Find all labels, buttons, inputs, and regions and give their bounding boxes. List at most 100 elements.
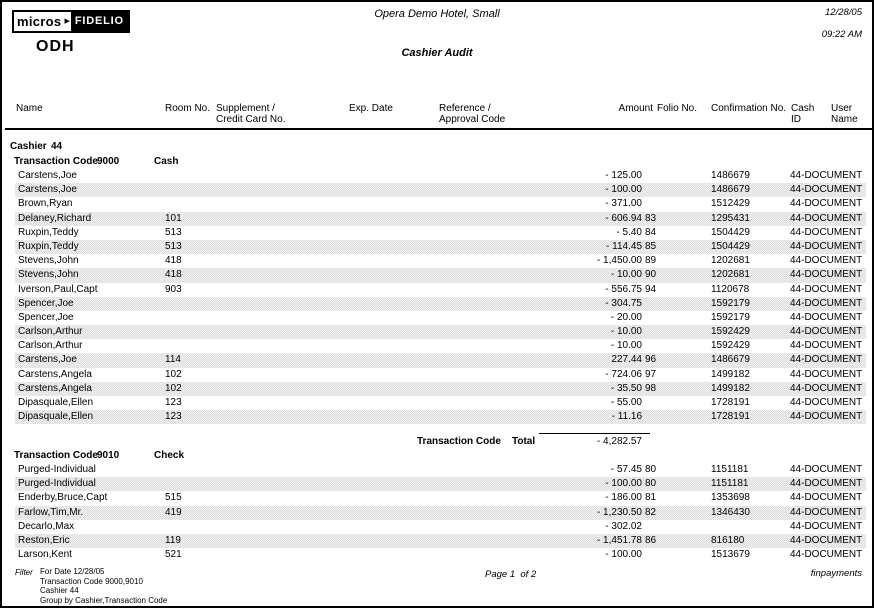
row-confirmation: 1504429 [711,240,750,252]
row-room: 418 [165,269,182,281]
section-0-code-label: Transaction Code [14,156,98,167]
row-folio: 83 [645,212,657,224]
micros-fidelio-logo: micros ▶ FIDELIO [12,10,130,33]
row-cash-user: 44-DOCUMENT [790,212,863,224]
logo-fidelio-text: FIDELIO [70,12,128,31]
row-amount: - 302.02 [605,520,642,532]
table-row: Carlson,Arthur - 10.00 1592429 44-DOCUMENT [15,339,866,353]
table-row: Carstens,Angela 102 - 724.06 97 1499182 44-DO… [15,368,866,382]
table-row: Ruxpin,Teddy 513 - 5.40 84 1504429 44-DOCUMEN… [15,226,866,240]
row-name: Stevens,John [18,269,79,281]
col-header-confirmation: Confirmation No. [711,103,787,114]
row-cash-user: 44-DOCUMENT [790,492,863,504]
table-row: Iverson,Paul,Capt 903 - 556.75 94 1120678 44-… [15,283,866,297]
col-header-cash-2: ID [791,114,801,125]
row-name: Enderby,Bruce,Capt [18,492,108,504]
table-row: Farlow,Tim,Mr. 419 - 1,230.50 82 1346430 44-D… [15,505,866,520]
report-time: 09:22 AM [821,29,862,40]
row-confirmation: 1592179 [711,297,750,309]
row-confirmation: 1592429 [711,326,750,338]
table-row: Reston,Eric 119 - 1,451.78 86 816180 44-DOCUM… [15,533,866,549]
row-room: 114 [165,354,181,366]
row-amount: - 1,451.78 [596,534,642,546]
row-folio: 82 [645,506,657,518]
row-amount: - 11.16 [611,411,642,423]
row-folio: 85 [645,240,657,252]
table-row: Carstens,Joe 114 227.44 96 1486679 44-DOCUMEN… [15,353,866,368]
row-room: 123 [165,411,182,423]
row-confirmation: 1346430 [711,506,750,518]
row-name: Carstens,Joe [18,184,77,196]
filter-lines: For Date 12/28/05 Transaction Code 9000,… [40,567,168,606]
table-row: Carstens,Angela 102 - 35.50 98 1499182 44-DOC… [15,381,866,396]
row-room: 101 [165,212,182,224]
logo-micros-text: micros [14,12,64,31]
row-cash-user: 44-DOCUMENT [790,397,863,408]
row-folio: 94 [645,283,657,295]
row-amount: - 371.00 [605,198,642,210]
row-cash-user: 44-DOCUMENT [790,269,863,281]
col-header-amount: Amount [618,103,653,114]
row-cash-user: 44-DOCUMENT [790,520,863,532]
property-code: ODH [36,38,75,55]
row-room: 419 [165,506,182,518]
filter-label: Filter [15,568,33,577]
row-amount: - 10.00 [610,326,642,338]
row-name: Purged-Individual [18,478,96,490]
row-room: 903 [165,283,182,295]
row-amount: - 10.00 [610,340,642,352]
row-amount: - 10.00 [610,269,642,281]
row-room: 102 [165,368,182,380]
table-row: Larson,Kent 521 - 100.00 1513679 44-DOCUMENT [15,548,866,562]
table-row: Brown,Ryan - 371.00 1512429 44-DOCUMENT [15,197,866,211]
col-header-user-2: Name [831,114,858,125]
row-amount: - 304.75 [605,297,642,309]
row-room: 521 [165,549,182,561]
row-confirmation: 1120678 [711,283,750,295]
col-header-reference-1: Reference / [439,103,491,114]
row-name: Stevens,John [18,255,79,267]
row-amount: - 100.00 [605,184,642,196]
row-cash-user: 44-DOCUMENT [790,226,863,238]
row-amount: 227.44 [611,354,642,366]
row-confirmation: 1151181 [711,478,749,490]
total-rule [539,433,650,434]
row-folio: 96 [645,354,657,366]
row-room: 102 [165,382,182,394]
row-cash-user: 44-DOCUMENT [790,411,863,423]
table-row: Carlson,Arthur - 10.00 1592429 44-DOCUMENT [15,325,866,340]
row-amount: - 186.00 [605,492,642,504]
row-amount: - 114.45 [606,240,642,252]
report-subtitle: Cashier Audit [401,47,473,59]
row-cash-user: 44-DOCUMENT [790,283,863,295]
row-cash-user: 44-DOCUMENT [790,311,863,323]
section-0-code-name: Cash [154,156,179,167]
table-row: Ruxpin,Teddy 513 - 114.45 85 1504429 44-DOCUM… [15,239,866,255]
row-amount: - 100.00 [605,549,642,561]
table-row: Enderby,Bruce,Capt 515 - 186.00 81 1353698 44… [15,491,866,505]
col-header-folio: Folio No. [657,103,698,114]
row-room: 513 [165,226,182,238]
col-header-supplement-1: Supplement / [216,103,275,114]
row-amount: - 1,230.50 [596,506,642,518]
row-cash-user: 44-DOCUMENT [790,184,863,196]
table-row: Stevens,John 418 - 1,450.00 89 1202681 44-DOC… [15,254,866,268]
row-amount: - 35.50 [610,382,642,394]
section-1-code-name: Check [154,450,185,461]
row-cash-user: 44-DOCUMENT [790,340,863,352]
section-1-rows: Purged-Individual - 57.45 80 1151181 44-DOCU… [15,463,866,562]
report-title: Opera Demo Hotel, Small [374,8,500,20]
col-header-exp-date: Exp. Date [349,103,393,114]
row-name: Iverson,Paul,Capt [18,283,98,295]
cashier-number: 44 [51,141,63,152]
col-header-reference-2: Approval Code [439,114,506,125]
row-cash-user: 44-DOCUMENT [790,368,863,380]
total-amount: - 4,282.57 [596,436,642,447]
row-folio: 90 [645,269,657,281]
row-amount: - 57.45 [610,464,642,475]
row-cash-user: 44-DOCUMENT [790,549,863,561]
row-confirmation: 1353698 [711,492,750,504]
row-name: Farlow,Tim,Mr. [18,506,84,518]
row-amount: - 556.75 [605,283,642,295]
